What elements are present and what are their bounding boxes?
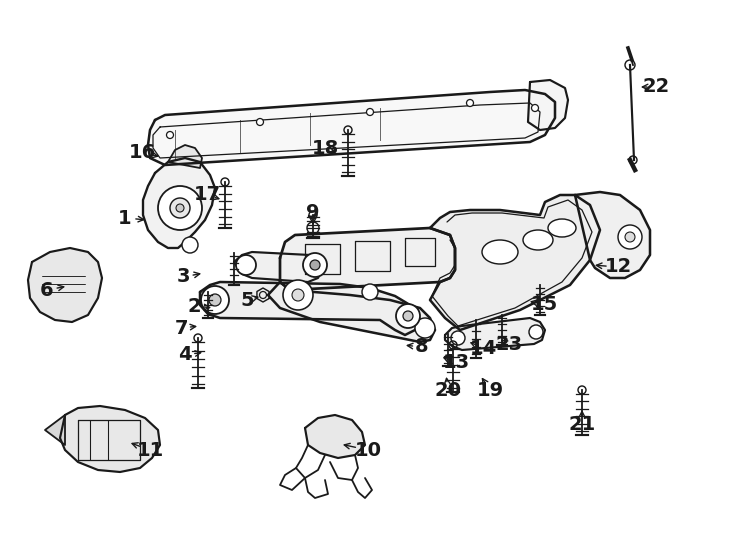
Text: 18: 18: [311, 138, 338, 158]
Text: 20: 20: [435, 381, 462, 400]
Polygon shape: [430, 195, 600, 330]
Text: 22: 22: [642, 78, 669, 97]
Polygon shape: [575, 192, 650, 278]
Text: 1: 1: [118, 208, 132, 227]
Circle shape: [283, 280, 313, 310]
Polygon shape: [45, 415, 65, 445]
Text: 16: 16: [128, 144, 156, 163]
Circle shape: [396, 304, 420, 328]
Ellipse shape: [482, 240, 518, 264]
Polygon shape: [445, 318, 545, 350]
Text: 8: 8: [415, 338, 429, 356]
Text: 21: 21: [568, 415, 595, 435]
Circle shape: [366, 109, 374, 116]
Polygon shape: [528, 80, 568, 130]
Circle shape: [292, 289, 304, 301]
Circle shape: [236, 255, 256, 275]
Polygon shape: [143, 158, 215, 248]
Text: 23: 23: [495, 335, 523, 354]
Circle shape: [310, 260, 320, 270]
Circle shape: [303, 253, 327, 277]
Circle shape: [256, 118, 264, 125]
Text: 10: 10: [355, 441, 382, 460]
Text: 14: 14: [469, 339, 497, 357]
Text: 9: 9: [306, 204, 320, 222]
Text: 6: 6: [40, 280, 54, 300]
Text: 17: 17: [194, 186, 220, 205]
Polygon shape: [200, 282, 420, 335]
Circle shape: [451, 331, 465, 345]
Circle shape: [618, 225, 642, 249]
Text: 5: 5: [240, 291, 254, 309]
Circle shape: [625, 232, 635, 242]
Circle shape: [467, 99, 473, 106]
Circle shape: [201, 286, 229, 314]
Text: 12: 12: [604, 258, 632, 276]
Circle shape: [209, 294, 221, 306]
Ellipse shape: [548, 219, 576, 237]
Circle shape: [403, 311, 413, 321]
Polygon shape: [148, 90, 555, 165]
Circle shape: [176, 204, 184, 212]
Circle shape: [158, 186, 202, 230]
Text: 7: 7: [174, 319, 188, 338]
Circle shape: [415, 318, 435, 338]
Circle shape: [167, 132, 173, 138]
Text: 13: 13: [443, 354, 470, 373]
Text: 11: 11: [137, 441, 164, 460]
Circle shape: [170, 198, 190, 218]
Ellipse shape: [523, 230, 553, 250]
Text: 3: 3: [176, 267, 190, 287]
Text: 19: 19: [476, 381, 504, 400]
Text: 4: 4: [178, 346, 192, 365]
Polygon shape: [28, 248, 102, 322]
Polygon shape: [60, 406, 160, 472]
Circle shape: [362, 284, 378, 300]
Circle shape: [529, 325, 543, 339]
Polygon shape: [234, 252, 322, 282]
Circle shape: [531, 105, 539, 111]
Circle shape: [182, 237, 198, 253]
Polygon shape: [305, 415, 365, 458]
Text: 15: 15: [531, 294, 558, 314]
Polygon shape: [168, 145, 202, 168]
Polygon shape: [268, 282, 435, 342]
Polygon shape: [280, 228, 455, 290]
Text: 2: 2: [187, 296, 201, 315]
